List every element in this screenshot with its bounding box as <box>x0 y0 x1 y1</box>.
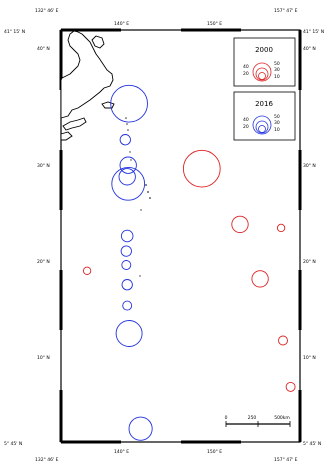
data-point-2016 <box>121 279 133 291</box>
corner-label-top-left-lat: 41° 15' N <box>4 29 25 35</box>
legend-value: 30 <box>274 67 280 73</box>
data-point-2016 <box>128 416 153 441</box>
data-point-2016 <box>118 168 136 186</box>
legend-value: 40 <box>243 117 249 123</box>
legend-value: 40 <box>243 64 249 70</box>
lat-tick-label-left: 30° N <box>37 163 50 169</box>
data-point-2000 <box>82 266 92 275</box>
corner-label-bottom-left-lat: 5° 45' N <box>4 441 22 447</box>
data-point-2016 <box>119 134 131 146</box>
legend-year-2000: 2000 <box>255 46 273 54</box>
corner-label-bottom-left-lon: 132° 46' E <box>35 457 59 463</box>
corner-label-top-left-lon: 132° 46' E <box>35 8 59 14</box>
data-point-2016 <box>115 320 143 347</box>
scale-label: 250 <box>248 415 257 421</box>
legend-value: 50 <box>274 61 280 67</box>
data-point-2016 <box>120 245 132 257</box>
lon-tick-label-bottom: 150° E <box>207 449 222 455</box>
lat-tick-label-right: 10° N <box>303 355 316 361</box>
corner-label-bottom-right-lon: 157° 47' E <box>274 457 298 463</box>
legend-2000: 2000 40 20 50 30 10 <box>233 37 296 87</box>
legend-value: 50 <box>274 114 280 120</box>
lat-tick-label-left: 10° N <box>37 355 50 361</box>
scale-label: 0 <box>225 415 228 421</box>
lat-tick-label-left: 40° N <box>37 46 50 52</box>
series-2016 <box>110 84 153 441</box>
scale-label: 500km <box>274 415 290 421</box>
lat-tick-label-right: 40° N <box>303 46 316 52</box>
legend-value: 10 <box>274 74 280 80</box>
legend-2016: 2016 40 20 50 30 10 <box>233 91 296 141</box>
frame-ticks <box>59 28 302 444</box>
lat-tick-label-right: 20° N <box>303 259 316 265</box>
legend-value: 20 <box>243 71 249 77</box>
japan-coastline <box>60 30 115 141</box>
legend-value: 20 <box>243 124 249 130</box>
data-point-2016 <box>120 229 134 243</box>
lon-tick-label-top: 140° E <box>114 21 129 27</box>
scale-bar: 0 250 500km <box>225 415 291 427</box>
corner-label-bottom-right-lat: 5° 45' N <box>303 441 321 447</box>
data-point-2016 <box>119 156 137 174</box>
lon-tick-label-top: 150° E <box>207 21 222 27</box>
corner-label-top-right-lat: 41° 15' N <box>303 29 324 35</box>
lon-tick-label-bottom: 140° E <box>114 449 129 455</box>
island-dots <box>125 117 151 277</box>
lat-tick-label-left: 20° N <box>37 259 50 265</box>
corner-label-top-right-lon: 157° 47' E <box>274 8 298 14</box>
data-point-2000 <box>276 223 286 233</box>
data-point-2000 <box>251 270 269 288</box>
series-2000 <box>82 149 296 392</box>
legend-value: 30 <box>274 120 280 126</box>
data-point-2000 <box>278 335 288 346</box>
data-point-2000 <box>182 149 221 188</box>
data-point-2016 <box>110 84 148 123</box>
data-point-2000 <box>285 381 296 392</box>
legend-box-2000 <box>233 37 296 87</box>
lat-tick-label-right: 30° N <box>303 163 316 169</box>
legend-value: 10 <box>274 127 280 133</box>
data-point-2000 <box>231 215 249 234</box>
legend-year-2016: 2016 <box>255 100 273 108</box>
data-point-2016 <box>122 300 133 311</box>
data-point-2016 <box>121 260 132 270</box>
data-point-2016 <box>111 166 146 201</box>
